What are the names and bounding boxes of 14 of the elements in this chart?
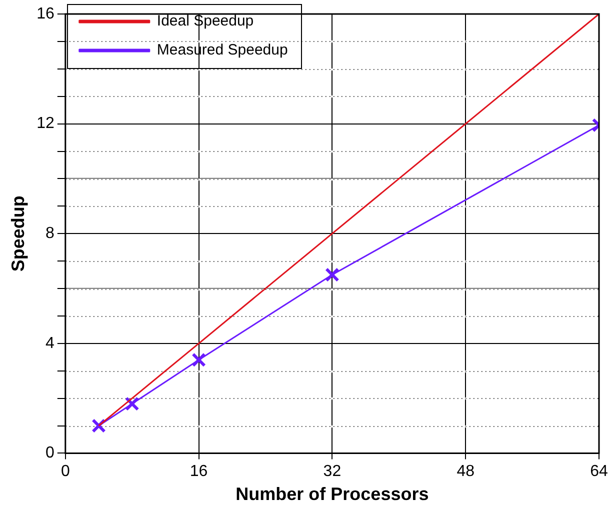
point [192,352,206,368]
x-tick-label: 0 [60,463,70,480]
x-tick-label: 48 [456,463,475,480]
point [124,396,140,411]
x-tick-label: 16 [190,463,208,480]
x-tick-label: 64 [590,463,608,480]
y-axis-title: Speedup [8,196,28,272]
x-axis-title: Number of Processors [236,484,429,504]
y-tick-label: 16 [36,5,54,22]
x-tick-label: 32 [323,463,342,480]
y-tick-label: 12 [36,115,54,132]
y-tick-label: 8 [45,225,54,242]
y-tick-label: 0 [45,444,54,462]
y-tick-label: 4 [45,334,54,352]
